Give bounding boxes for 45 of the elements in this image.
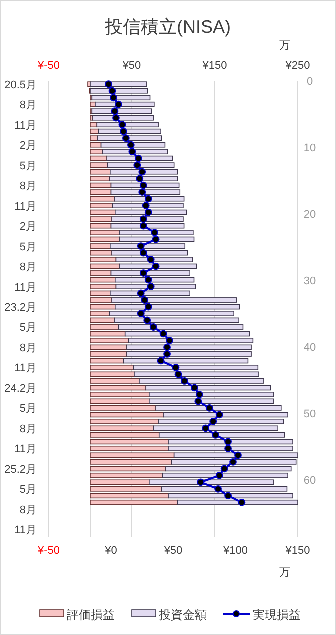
x2-tick-label: ¥-50	[36, 545, 60, 557]
y-tick-label: 5月	[20, 241, 37, 254]
y2-tick-label: 40	[304, 342, 316, 354]
y2-tick-label: 20	[304, 208, 316, 221]
y-tick-label: 5月	[20, 403, 37, 416]
y2-tick-label: 60	[304, 474, 316, 487]
x-tick-label: ¥150	[202, 60, 228, 72]
y-tick-label: 5月	[20, 160, 37, 172]
y-tick-label: 25.2月	[4, 464, 37, 476]
y-tick-label: 11月	[14, 120, 37, 132]
x2-tick-label: ¥0	[104, 545, 118, 557]
y-tick-label: 11月	[14, 444, 37, 456]
y-tick-label: 8月	[20, 342, 37, 354]
x-axis-title: 万	[280, 40, 290, 52]
y2-tick-label: 10	[304, 142, 316, 154]
x2-tick-label: ¥50	[163, 545, 183, 557]
y-tick-label: 8月	[20, 423, 37, 436]
y-tick-label: 2月	[20, 140, 37, 152]
y-tick-label: 8月	[20, 504, 37, 516]
x2-tick-label: ¥150	[284, 545, 310, 557]
y2-tick-label: 50	[304, 408, 316, 420]
y-tick-label: 23.2月	[4, 302, 37, 314]
legend-label: 投資金額	[158, 608, 207, 622]
x-tick-label: ¥250	[284, 60, 310, 72]
y-tick-label: 8月	[20, 180, 37, 193]
y-tick-label: 8月	[20, 100, 37, 112]
y2-tick-label: 30	[304, 275, 316, 288]
legend-label: 実現損益	[253, 608, 301, 622]
y2-tick-label: 0	[306, 76, 314, 88]
y-tick-label: 11月	[14, 524, 37, 537]
x-tick-label: ¥50	[122, 60, 142, 72]
y-tick-label: 8月	[20, 262, 37, 274]
y-tick-label: 5月	[20, 484, 37, 496]
x-tick-label: ¥-50	[36, 60, 60, 72]
y-tick-label: 24.2月	[4, 382, 37, 395]
y-tick-label: 11月	[14, 200, 37, 213]
y-tick-label: 11月	[14, 362, 37, 375]
x2-axis-title: 万	[280, 567, 290, 579]
chart-title: 投信積立(NISA)	[104, 17, 231, 37]
x2-tick-label: ¥100	[222, 545, 248, 557]
y-tick-label: 20.5月	[4, 79, 37, 92]
y-tick-label: 2月	[20, 221, 37, 234]
y-tick-label: 11月	[14, 282, 37, 294]
legend-label: 評価損益	[67, 608, 115, 622]
y-tick-label: 5月	[20, 322, 37, 334]
